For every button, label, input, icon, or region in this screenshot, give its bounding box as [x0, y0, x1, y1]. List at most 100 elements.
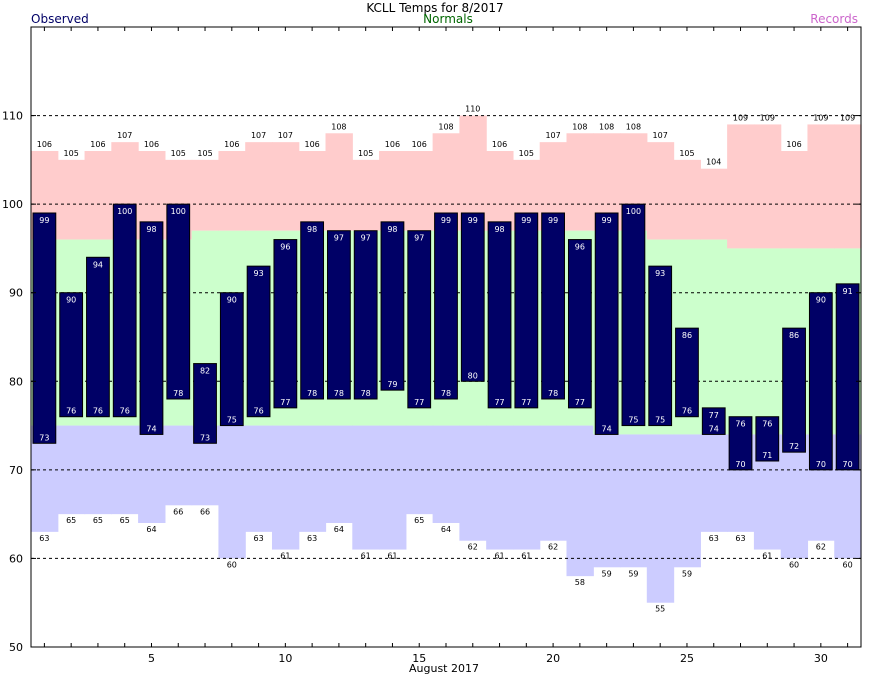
y-tick-label: 60	[9, 552, 23, 565]
observed-bar	[755, 416, 780, 462]
normal-range-band	[700, 239, 728, 435]
observed-low-label: 78	[361, 389, 371, 398]
record-low-band	[700, 434, 728, 532]
record-high-label: 107	[117, 131, 132, 140]
record-low-band	[218, 425, 246, 559]
observed-low-label: 70	[843, 460, 853, 469]
record-high-band	[218, 151, 246, 231]
record-low-label: 61	[521, 552, 531, 561]
record-low-band	[432, 425, 460, 523]
observed-high-label: 100	[626, 207, 641, 216]
record-high-band	[807, 124, 835, 249]
record-low-label: 64	[441, 525, 451, 534]
observed-bar	[835, 283, 860, 471]
record-high-label: 107	[278, 131, 293, 140]
record-low-band	[459, 425, 487, 541]
observed-low-label: 70	[816, 460, 826, 469]
observed-high-label: 76	[735, 420, 745, 429]
x-tick-label: 15	[412, 652, 426, 665]
record-high-label: 108	[438, 122, 453, 131]
observed-high-label: 90	[227, 296, 237, 305]
y-tick-label: 90	[9, 287, 23, 300]
record-low-label: 60	[227, 560, 237, 569]
record-low-label: 63	[253, 534, 263, 543]
record-high-label: 106	[786, 140, 801, 149]
x-tick-label: 20	[546, 652, 560, 665]
record-low-band	[379, 425, 407, 550]
observed-high-label: 98	[494, 225, 504, 234]
record-low-label: 66	[173, 507, 183, 516]
record-high-label: 105	[679, 149, 694, 158]
record-low-label: 64	[146, 525, 156, 534]
record-low-label: 63	[709, 534, 719, 543]
record-high-band	[566, 133, 594, 231]
record-high-label: 106	[304, 140, 319, 149]
y-tick-label: 80	[9, 375, 23, 388]
observed-high-label: 90	[816, 296, 826, 305]
record-low-band	[780, 434, 809, 559]
observed-low-label: 74	[709, 424, 719, 433]
observed-bar	[139, 221, 164, 435]
record-high-band	[57, 159, 86, 240]
observed-high-label: 99	[441, 216, 451, 225]
observed-high-label: 100	[117, 207, 132, 216]
observed-low-label: 76	[93, 407, 103, 416]
observed-high-label: 94	[93, 260, 103, 269]
record-low-band	[673, 434, 701, 568]
observed-bar	[621, 203, 646, 427]
observed-low-label: 77	[414, 398, 424, 407]
observed-bar	[166, 203, 191, 400]
observed-bar	[567, 239, 592, 409]
legend-normals: Normals	[423, 12, 473, 26]
observed-low-label: 80	[468, 371, 478, 380]
record-high-label: 105	[519, 149, 534, 158]
record-high-label: 109	[760, 113, 775, 122]
record-high-band	[245, 142, 273, 231]
y-tick-label: 50	[9, 641, 23, 654]
x-tick-label: 30	[814, 652, 828, 665]
record-low-band	[512, 425, 541, 550]
observed-high-label: 96	[575, 243, 585, 252]
observed-low-label: 75	[628, 416, 638, 425]
x-tick-label: 5	[148, 652, 155, 665]
record-low-band	[620, 434, 648, 568]
record-low-label: 62	[816, 543, 826, 552]
record-low-band	[486, 425, 514, 550]
observed-low-label: 73	[200, 433, 210, 442]
observed-bar	[808, 292, 833, 471]
observed-low-label: 72	[789, 442, 799, 451]
record-low-label: 61	[280, 552, 290, 561]
observed-bar	[327, 230, 351, 400]
observed-bar	[273, 239, 298, 409]
observed-bar	[675, 327, 699, 418]
observed-bar	[701, 407, 726, 435]
observed-high-label: 97	[361, 234, 371, 243]
record-high-band	[673, 159, 701, 240]
plot-area: 1066399731056590761066594761076510076106…	[2, 26, 862, 665]
record-high-band	[780, 151, 809, 249]
record-high-label: 106	[224, 140, 239, 149]
observed-high-label: 76	[762, 420, 772, 429]
observed-high-label: 90	[66, 296, 76, 305]
observed-low-label: 70	[735, 460, 745, 469]
observed-low-label: 76	[120, 407, 130, 416]
record-low-label: 58	[575, 578, 585, 587]
record-high-band	[834, 124, 862, 249]
observed-low-label: 78	[548, 389, 558, 398]
record-high-band	[379, 151, 407, 231]
record-low-band	[138, 425, 166, 523]
observed-low-label: 75	[227, 416, 237, 425]
observed-low-label: 78	[307, 389, 317, 398]
record-high-label: 110	[465, 105, 480, 114]
observed-bar	[648, 265, 673, 427]
record-low-label: 65	[93, 516, 103, 525]
observed-bar	[219, 292, 244, 427]
observed-low-label: 78	[441, 389, 451, 398]
observed-low-label: 75	[655, 416, 665, 425]
record-low-label: 65	[120, 516, 130, 525]
observed-low-label: 77	[575, 398, 585, 407]
record-low-label: 61	[361, 552, 371, 561]
record-high-label: 108	[331, 122, 346, 131]
observed-high-label: 98	[387, 225, 397, 234]
record-low-band	[245, 425, 273, 532]
